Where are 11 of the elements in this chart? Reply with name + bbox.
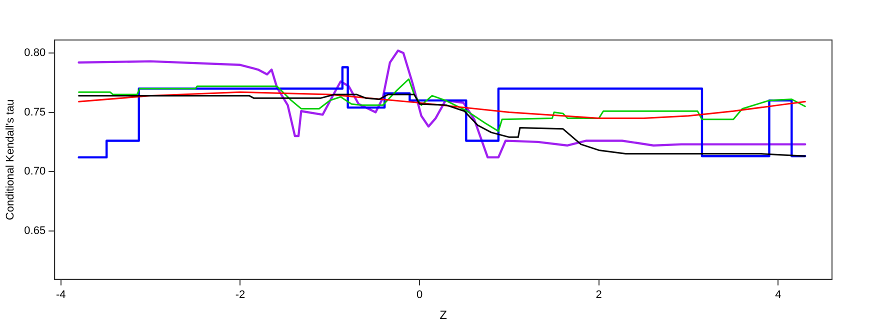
x-axis-title: Z <box>440 308 447 322</box>
y-tick-label: 0.70 <box>24 166 46 178</box>
y-tick-label: 0.75 <box>24 106 46 118</box>
x-tick-label: -2 <box>235 289 246 302</box>
y-axis-title: Conditional Kendall's tau <box>4 99 17 220</box>
y-tick-label: 0.80 <box>24 47 46 60</box>
y-tick-label: 0.65 <box>24 224 46 237</box>
x-tick-label: 2 <box>596 289 602 302</box>
x-tick-label: -4 <box>56 289 66 302</box>
x-tick-label: 4 <box>775 289 782 302</box>
x-tick-label: 0 <box>416 289 423 302</box>
